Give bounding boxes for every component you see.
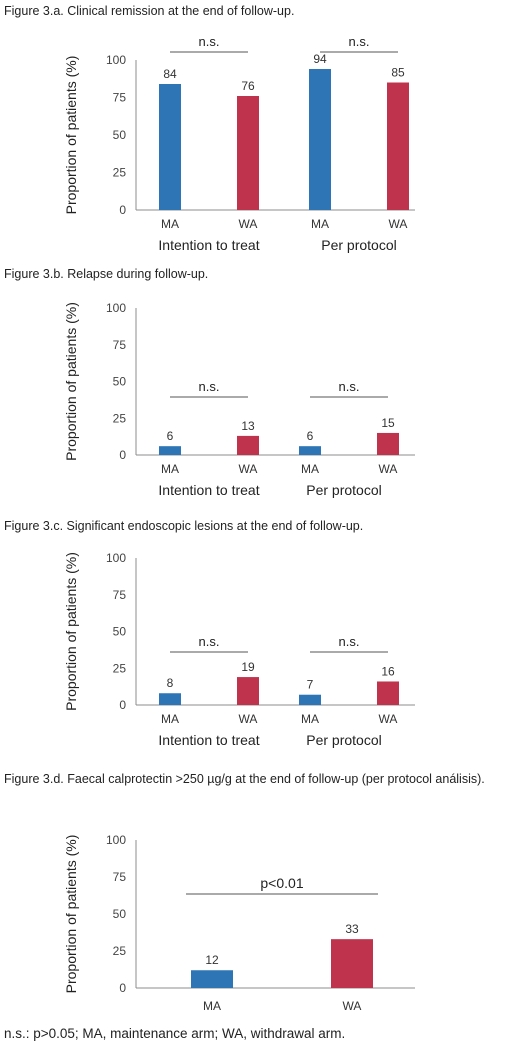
y-axis-label: Proportion of patients (%) bbox=[63, 302, 79, 461]
y-axis-label: Proportion of patients (%) bbox=[63, 552, 79, 711]
y-tick-label: 25 bbox=[113, 166, 127, 180]
y-axis-label: Proportion of patients (%) bbox=[63, 835, 79, 994]
figure-3c-caption: Figure 3.c. Significant endoscopic lesio… bbox=[4, 519, 364, 533]
bar-wa bbox=[331, 939, 373, 988]
chart-clinical-remission: Proportion of patients (%) 0 25 50 75 100 84 MA… bbox=[63, 34, 415, 253]
figure-3d-caption: Figure 3.d. Faecal calprotectin >250 µg/… bbox=[4, 772, 485, 786]
data-label: 33 bbox=[345, 922, 359, 936]
group-label: Per protocol bbox=[306, 482, 381, 498]
bar-ma bbox=[191, 970, 233, 988]
bar-ma bbox=[299, 694, 321, 705]
chart-relapse: Proportion of patients (%) 0 25 50 75 100 6 MA 1… bbox=[63, 301, 415, 498]
y-tick-label: 75 bbox=[113, 91, 127, 105]
figure-3b-caption: Figure 3.b. Relapse during follow-up. bbox=[4, 267, 209, 281]
bar-ma bbox=[309, 69, 331, 210]
significance-label: n.s. bbox=[349, 34, 370, 49]
bar-ma bbox=[299, 446, 321, 455]
x-tick-label: MA bbox=[301, 462, 319, 476]
bar-wa bbox=[237, 435, 259, 455]
x-tick-label: MA bbox=[301, 712, 319, 726]
data-label: 8 bbox=[167, 676, 174, 690]
data-label: 94 bbox=[313, 52, 327, 66]
bar-ma bbox=[159, 446, 181, 455]
y-tick-label: 50 bbox=[113, 128, 127, 142]
x-tick-label: MA bbox=[161, 712, 179, 726]
group-label: Per protocol bbox=[306, 732, 381, 748]
x-tick-label: WA bbox=[239, 712, 258, 726]
y-tick-label: 25 bbox=[113, 944, 127, 958]
x-tick-label: WA bbox=[239, 217, 258, 231]
significance-label: n.s. bbox=[199, 34, 220, 49]
significance-label: n.s. bbox=[339, 379, 360, 394]
y-tick-label: 75 bbox=[113, 588, 127, 602]
data-label: 6 bbox=[167, 429, 174, 443]
significance-label: n.s. bbox=[339, 634, 360, 649]
chart-endoscopic-lesions: Proportion of patients (%) 0 25 50 75 100 8 MA 1… bbox=[63, 551, 415, 748]
data-label: 84 bbox=[163, 67, 177, 81]
data-label: 6 bbox=[307, 429, 314, 443]
bar-ma bbox=[159, 84, 181, 210]
bar-wa bbox=[387, 82, 409, 210]
figure-3a-caption: Figure 3.a. Clinical remission at the en… bbox=[4, 4, 295, 18]
bar-wa bbox=[237, 677, 259, 705]
significance-label: p<0.01 bbox=[260, 875, 303, 891]
data-label: 7 bbox=[307, 678, 314, 692]
data-label: 85 bbox=[391, 66, 405, 80]
data-label: 12 bbox=[205, 953, 219, 967]
group-label: Per protocol bbox=[321, 237, 396, 253]
bar-ma bbox=[159, 693, 181, 705]
y-tick-label: 100 bbox=[106, 551, 126, 565]
x-tick-label: WA bbox=[239, 462, 258, 476]
y-tick-label: 0 bbox=[119, 698, 126, 712]
data-label: 15 bbox=[381, 416, 395, 430]
x-tick-label: WA bbox=[379, 462, 398, 476]
y-tick-label: 100 bbox=[106, 301, 126, 315]
bar-wa bbox=[237, 96, 259, 210]
y-tick-label: 100 bbox=[106, 833, 126, 847]
x-tick-label: WA bbox=[343, 999, 362, 1013]
y-tick-label: 50 bbox=[113, 375, 127, 389]
y-tick-label: 0 bbox=[119, 981, 126, 995]
group-label: Intention to treat bbox=[158, 732, 259, 748]
x-tick-label: MA bbox=[161, 217, 179, 231]
data-label: 76 bbox=[241, 79, 255, 93]
data-label: 13 bbox=[241, 419, 255, 433]
x-tick-label: MA bbox=[203, 999, 221, 1013]
group-label: Intention to treat bbox=[158, 237, 259, 253]
y-tick-label: 0 bbox=[119, 203, 126, 217]
footnote: n.s.: p>0.05; MA, maintenance arm; WA, w… bbox=[4, 1026, 346, 1041]
x-tick-label: WA bbox=[379, 712, 398, 726]
y-tick-label: 50 bbox=[113, 907, 127, 921]
x-tick-label: WA bbox=[389, 217, 408, 231]
group-label: Intention to treat bbox=[158, 482, 259, 498]
bar-wa bbox=[377, 681, 399, 705]
y-axis-label: Proportion of patients (%) bbox=[63, 56, 79, 215]
data-label: 19 bbox=[241, 660, 255, 674]
data-label: 16 bbox=[381, 664, 395, 678]
y-tick-label: 25 bbox=[113, 411, 127, 425]
significance-label: n.s. bbox=[199, 634, 220, 649]
x-tick-label: MA bbox=[311, 217, 329, 231]
y-tick-label: 25 bbox=[113, 661, 127, 675]
bar-wa bbox=[377, 432, 399, 455]
significance-label: n.s. bbox=[199, 379, 220, 394]
y-tick-label: 75 bbox=[113, 870, 127, 884]
y-tick-label: 50 bbox=[113, 625, 127, 639]
chart-faecal-calprotectin: Proportion of patients (%) 0 25 50 75 100 12 MA… bbox=[63, 833, 415, 1013]
y-tick-label: 0 bbox=[119, 448, 126, 462]
y-tick-label: 100 bbox=[106, 53, 126, 67]
y-tick-label: 75 bbox=[113, 338, 127, 352]
x-tick-label: MA bbox=[161, 462, 179, 476]
